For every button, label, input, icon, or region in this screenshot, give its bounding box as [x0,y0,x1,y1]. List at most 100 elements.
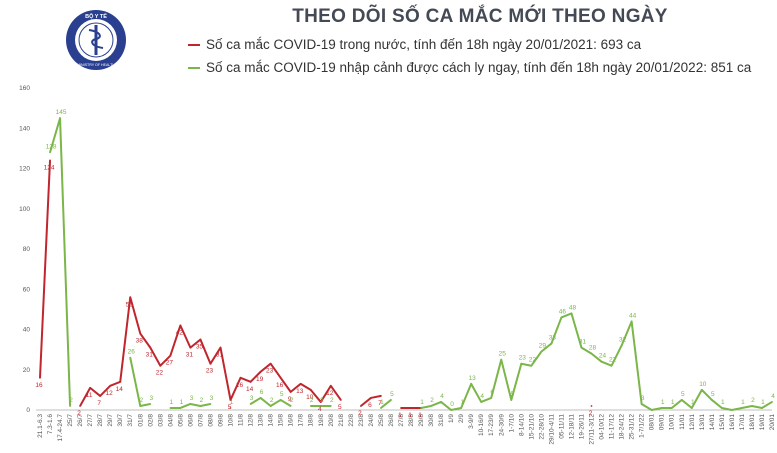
x-tick-label: 25/7 [67,414,74,427]
data-label-domestic: 10 [306,394,314,401]
x-tick-label: 1-7/1/22 [639,414,646,438]
point-imported [690,407,693,409]
data-label-domestic: 23 [206,368,214,375]
point-imported [149,403,152,405]
x-tick-label: 24-30/9 [498,414,505,436]
x-tick-label: 10-16/9 [478,414,485,436]
data-label-domestic: 5 [338,404,342,411]
point-imported [279,399,282,401]
x-tick-label: 23/8 [358,414,365,427]
point-imported [59,117,61,120]
point-imported [670,407,673,409]
x-tick-label: 2/9 [458,414,465,423]
x-tick-label: 31/7 [127,414,134,427]
point-domestic [109,384,112,387]
point-imported [741,407,743,409]
point-imported [751,405,753,407]
x-tick-label: 29/10-4/11 [548,414,555,445]
x-tick-label: 13/8 [258,414,265,427]
x-tick-label: 12/8 [248,414,255,427]
point-domestic [219,346,222,349]
point-domestic [410,407,412,409]
point-domestic [249,380,252,383]
legend-item-imported: Số ca mắc COVID-19 nhập cảnh được cách l… [188,60,751,75]
data-label-domestic: 6 [368,402,372,409]
point-imported [730,409,733,411]
x-tick-label: 14/01 [709,414,716,431]
data-label-imported: 1 [420,399,424,406]
point-domestic [400,407,402,409]
point-imported [480,401,483,403]
data-label-imported: 22 [609,357,617,364]
data-label-domestic: 16 [276,382,284,389]
data-label-domestic: 31 [216,352,224,359]
point-imported [309,405,312,407]
point-domestic [129,296,132,299]
point-imported [259,397,262,399]
ministry-of-health-logo: BỘ Y TẾ MINISTRY OF HEALTH [66,10,126,70]
data-label-imported: 3 [641,395,645,402]
point-imported [540,350,543,353]
x-tick-label: 24/8 [368,414,375,427]
data-label-imported: 2 [69,397,73,404]
point-imported [199,405,202,407]
point-domestic [99,395,102,397]
x-tick-label: 19-26/11 [578,414,585,440]
data-label-imported: 5 [280,391,284,398]
point-domestic [319,401,322,403]
x-tick-label: 05/8 [177,414,184,427]
x-tick-label: 09/8 [217,414,224,427]
x-tick-label: 19/8 [318,414,325,427]
x-tick-label: 30/8 [428,414,435,427]
data-label-imported: 2 [430,397,434,404]
data-label-domestic: 2 [589,410,593,417]
x-tick-label: 04-10/12 [599,414,606,440]
data-label-imported: 10 [699,381,707,388]
y-tick-label: 100 [19,206,30,213]
point-imported [420,407,422,409]
point-imported [490,397,493,399]
x-tick-label: 15-21/10 [528,414,535,440]
data-label-imported: 1 [761,399,765,406]
data-label-imported: 23 [519,355,527,362]
point-domestic [299,382,302,385]
data-label-domestic: 38 [136,338,144,345]
point-domestic [229,399,232,401]
data-label-imported: 1 [671,399,675,406]
point-imported [580,346,583,349]
legend-label-imported: Số ca mắc COVID-19 nhập cảnh được cách l… [206,60,752,75]
x-tick-label: 31/8 [438,414,445,427]
x-tick-label: 16/01 [729,414,736,431]
data-label-imported: 3 [149,395,153,402]
data-label-imported: 3 [250,395,254,402]
point-domestic [199,338,202,341]
series-line-imported [49,117,773,411]
x-tick-label: 12/01 [689,414,696,431]
x-tick-label: 06/8 [187,414,194,427]
data-label-imported: 2 [290,397,294,404]
data-label-imported: 3 [190,395,194,402]
point-domestic [149,346,152,349]
point-imported [560,316,563,319]
data-label-imported: 4 [440,393,444,400]
point-imported [440,401,442,403]
x-tick-label: 29/7 [107,414,114,427]
data-label-imported: 3 [210,395,214,402]
data-label-domestic: 5 [228,404,232,411]
x-tick-label: 08/8 [207,414,214,427]
point-domestic [339,399,342,401]
logo-snake [88,29,104,49]
x-tick-label: 1-7/10 [508,414,515,433]
data-label-imported: 28 [589,345,597,352]
logo-text-bottom: MINISTRY OF HEALTH [77,63,115,67]
point-domestic [289,390,292,393]
point-domestic [279,376,282,379]
data-label-imported: 29 [539,343,547,350]
point-imported [380,407,382,409]
point-imported [129,356,132,359]
x-tick-label: 27/11-3/12 [589,414,596,445]
data-label-domestic: 7 [378,400,382,407]
y-tick-label: 60 [23,286,31,293]
x-tick-label: 14/8 [268,414,275,427]
point-domestic [79,405,82,407]
